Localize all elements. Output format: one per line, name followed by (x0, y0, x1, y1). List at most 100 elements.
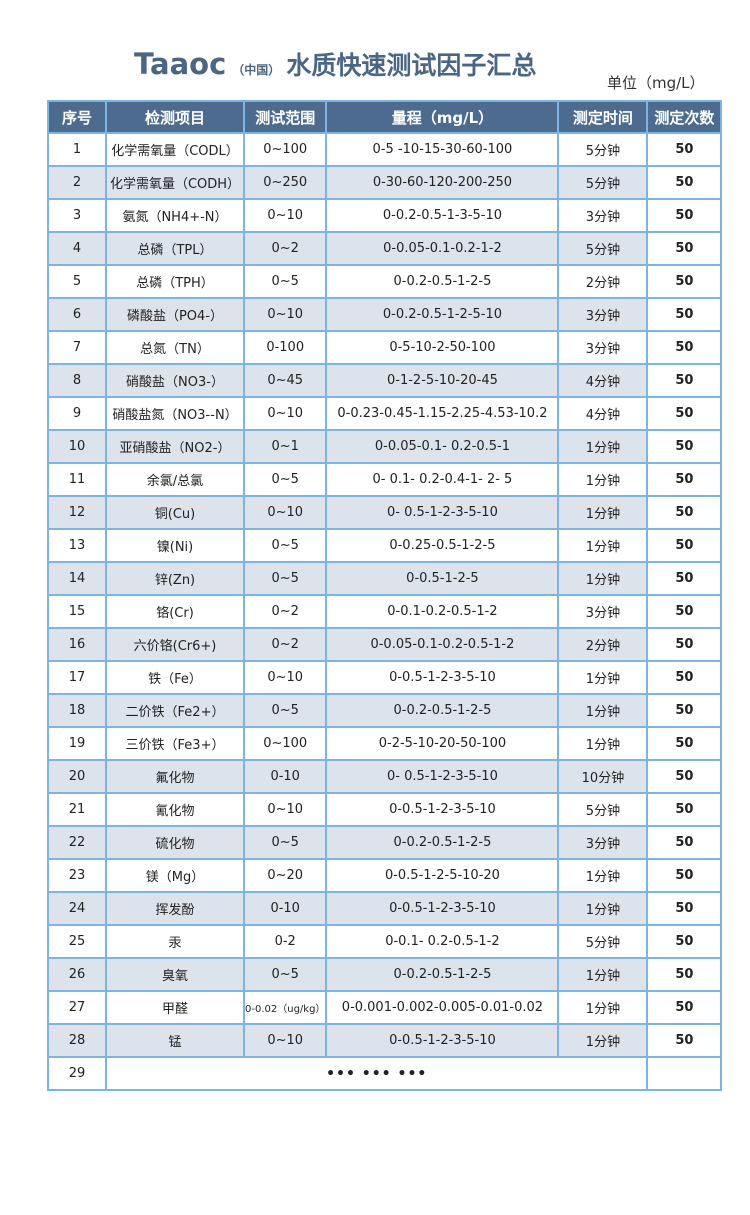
table-cell: 0~2 (242, 627, 328, 662)
table-cell: 0-0.5-1-2-5-10-20 (325, 858, 560, 893)
table-cell: 1分钟 (557, 957, 649, 992)
table-row: 20 氟化物 0-10 0- 0.5-1-2-3-5-10 10分钟 50 (47, 759, 723, 794)
table-cell: 三价铁（Fe3+） (105, 726, 245, 761)
table-cell: 0-0.02（ug/kg） (242, 990, 328, 1025)
table-cell: 2分钟 (557, 264, 649, 299)
table-cell: 0-0.2-0.5-1-2-5 (325, 693, 560, 728)
table-cell: 50 (646, 759, 723, 794)
table-cell: 0-0.05-0.1- 0.2-0.5-1 (325, 429, 560, 464)
table-row: 5 总磷（TPH） 0~5 0-0.2-0.5-1-2-5 2分钟 50 (47, 264, 723, 299)
table-row: 4 总磷（TPL） 0~2 0-0.05-0.1-0.2-1-2 5分钟 50 (47, 231, 723, 266)
table-cell: 19 (47, 726, 107, 761)
table-row: 19 三价铁（Fe3+） 0~100 0-2-5-10-20-50-100 1分钟 50 (47, 726, 723, 761)
table-cell: 50 (646, 396, 723, 431)
table-row: 6 磷酸盐（PO4-） 0~10 0-0.2-0.5-1-2-5-10 3分钟 50 (47, 297, 723, 332)
table-cell: 二价铁（Fe2+） (105, 693, 245, 728)
table-row: 1 化学需氧量（CODL） 0~100 0-5 -10-15-30-60-100 5分钟… (47, 132, 723, 167)
table-cell: 15 (47, 594, 107, 629)
table-cell: 铁（Fe） (105, 660, 245, 695)
table-cell: 1分钟 (557, 1023, 649, 1058)
table-cell: 3分钟 (557, 825, 649, 860)
table-cell: 0-10 (242, 891, 328, 926)
table-cell: 铜(Cu) (105, 495, 245, 530)
table-cell: 50 (646, 660, 723, 695)
column-header: 量程（mg/L） (325, 100, 560, 134)
table-cell: 1分钟 (557, 528, 649, 563)
table-cell: 20 (47, 759, 107, 794)
table-cell: 0~2 (242, 594, 328, 629)
table-cell: 4分钟 (557, 396, 649, 431)
table-cell: 总磷（TPH） (105, 264, 245, 299)
table-cell: 0-0.5-1-2-3-5-10 (325, 660, 560, 695)
table-cell: 0~5 (242, 693, 328, 728)
table-cell: 0-100 (242, 330, 328, 365)
table-row: 23 镁（Mg） 0~20 0-0.5-1-2-5-10-20 1分钟 50 (47, 858, 723, 893)
table-row: 29 ••• ••• ••• (47, 1056, 723, 1091)
table-cell: 0~100 (242, 726, 328, 761)
table-row: 24 挥发酚 0-10 0-0.5-1-2-3-5-10 1分钟 50 (47, 891, 723, 926)
table-cell: 1分钟 (557, 693, 649, 728)
table-row: 15 铬(Cr) 0~2 0-0.1-0.2-0.5-1-2 3分钟 50 (47, 594, 723, 629)
table-cell: 1分钟 (557, 429, 649, 464)
table-cell: 3分钟 (557, 198, 649, 233)
table-cell: 0~5 (242, 957, 328, 992)
table-cell (646, 1056, 723, 1091)
table-row: 25 汞 0-2 0-0.1- 0.2-0.5-1-2 5分钟 50 (47, 924, 723, 959)
table-cell: 10 (47, 429, 107, 464)
main-title: 水质快速测试因子汇总 (286, 51, 537, 80)
table-cell: 50 (646, 858, 723, 893)
table-cell: 50 (646, 726, 723, 761)
table-cell: 1分钟 (557, 495, 649, 530)
table-cell: 50 (646, 462, 723, 497)
table-cell: 50 (646, 693, 723, 728)
table-cell: 50 (646, 363, 723, 398)
table-cell: 0-0.001-0.002-0.005-0.01-0.02 (325, 990, 560, 1025)
table-cell: 16 (47, 627, 107, 662)
table-cell: 0~45 (242, 363, 328, 398)
factor-table: 序号 检测项目 测试范围 量程（mg/L） 测定时间 测定次数 1 化学需氧量（CODL） 0… (47, 100, 723, 1091)
table-cell: 50 (646, 924, 723, 959)
table-cell: 14 (47, 561, 107, 596)
table-cell: 汞 (105, 924, 245, 959)
table-cell: 0-0.2-0.5-1-2-5-10 (325, 297, 560, 332)
table-cell: 11 (47, 462, 107, 497)
table-cell: 50 (646, 165, 723, 200)
table-cell: 17 (47, 660, 107, 695)
table-cell: 18 (47, 693, 107, 728)
table-cell: 5分钟 (557, 165, 649, 200)
table-cell: 0~10 (242, 792, 328, 827)
title: Taaoc （中国） 水质快速测试因子汇总 (134, 46, 536, 82)
table-cell: 化学需氧量（CODL） (105, 132, 245, 167)
table-cell: 0~100 (242, 132, 328, 167)
table-cell: 50 (646, 264, 723, 299)
table-cell: 50 (646, 792, 723, 827)
table-cell: 0~10 (242, 396, 328, 431)
table-cell: 2分钟 (557, 627, 649, 662)
region: （中国） (232, 63, 281, 77)
table-row: 27 甲醛 0-0.02（ug/kg） 0-0.001-0.002-0.005-0.0… (47, 990, 723, 1025)
table-cell: 5分钟 (557, 231, 649, 266)
table-row: 18 二价铁（Fe2+） 0~5 0-0.2-0.5-1-2-5 1分钟 50 (47, 693, 723, 728)
table-cell: 5分钟 (557, 792, 649, 827)
table-cell: 12 (47, 495, 107, 530)
table-cell: 5分钟 (557, 924, 649, 959)
table-cell: 总磷（TPL） (105, 231, 245, 266)
table-cell: 28 (47, 1023, 107, 1058)
table-cell: 挥发酚 (105, 891, 245, 926)
table-row: 21 氰化物 0~10 0-0.5-1-2-3-5-10 5分钟 50 (47, 792, 723, 827)
table-cell: 0-2-5-10-20-50-100 (325, 726, 560, 761)
table-row: 16 六价铬(Cr6+) 0~2 0-0.05-0.1-0.2-0.5-1-2 2分钟 5… (47, 627, 723, 662)
table-cell: 24 (47, 891, 107, 926)
table-cell: 臭氧 (105, 957, 245, 992)
table-cell: 0-30-60-120-200-250 (325, 165, 560, 200)
table-cell: 50 (646, 297, 723, 332)
table-cell: 0~5 (242, 264, 328, 299)
table-row: 13 镍(Ni) 0~5 0-0.25-0.5-1-2-5 1分钟 50 (47, 528, 723, 563)
table-cell: 0~5 (242, 825, 328, 860)
table-cell: 亚硝酸盐（NO2-） (105, 429, 245, 464)
table-cell: 硝酸盐氮（NO3--N） (105, 396, 245, 431)
table-row: 26 臭氧 0~5 0-0.2-0.5-1-2-5 1分钟 50 (47, 957, 723, 992)
table-row: 17 铁（Fe） 0~10 0-0.5-1-2-3-5-10 1分钟 50 (47, 660, 723, 695)
table-cell: 50 (646, 132, 723, 167)
